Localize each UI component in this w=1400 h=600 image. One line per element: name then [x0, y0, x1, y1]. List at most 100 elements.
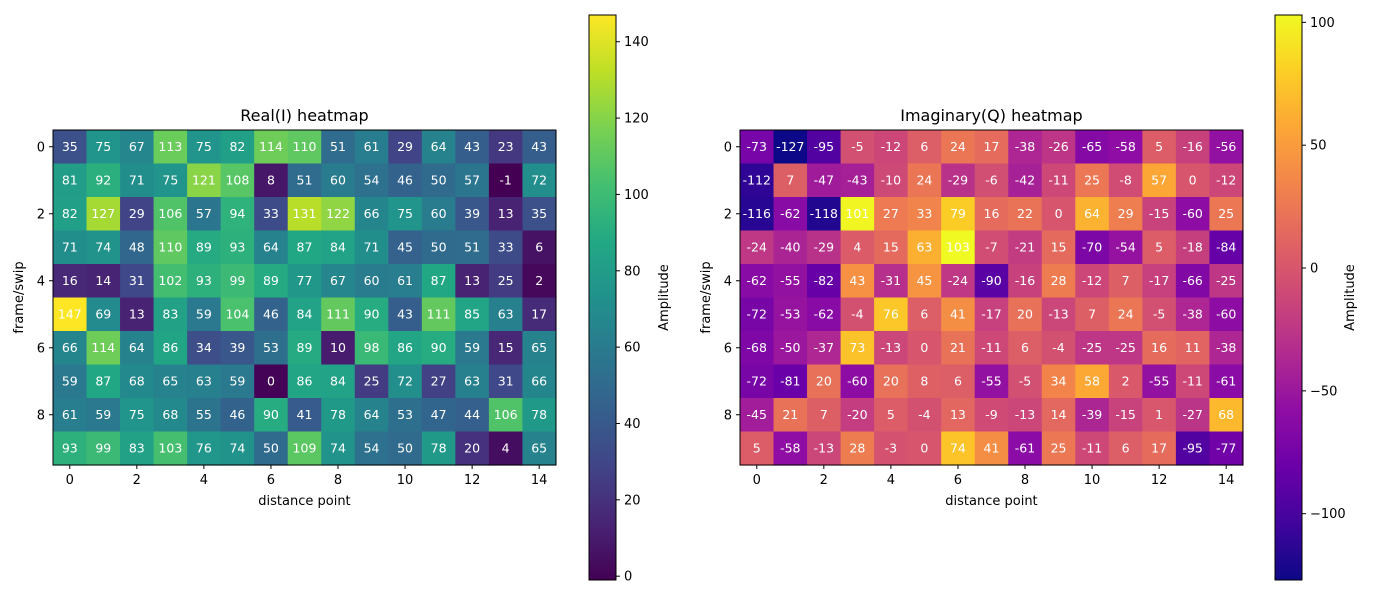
cell-value-label: 67 [129, 139, 145, 154]
cell-value-label: 31 [129, 273, 145, 288]
heatmap-cell [807, 230, 842, 265]
cell-value-label: 82 [229, 139, 245, 154]
heatmap-cell [187, 331, 222, 366]
cell-value-label: 84 [330, 240, 346, 255]
cell-value-label: 73 [849, 340, 865, 355]
cell-value-label: 23 [498, 139, 514, 154]
heatmap-cell [354, 197, 389, 232]
cell-value-label: -24 [948, 273, 968, 288]
x-axis: 0 2 4 6 8 10 12 14 [66, 465, 547, 488]
cell-value-label: -58 [780, 441, 800, 456]
heatmap-cell [287, 331, 322, 366]
plot-frame [52, 129, 557, 466]
heatmap-cell [974, 331, 1009, 366]
heatmap-cell [53, 398, 88, 433]
heatmap-cell [1041, 130, 1076, 165]
cell-value-label: -45 [747, 407, 767, 422]
cell-value-label: -72 [747, 374, 767, 389]
heatmap-cell [941, 431, 976, 466]
heatmap-cell [1008, 431, 1043, 466]
x-tick-label: 10 [397, 473, 414, 488]
heatmap-cell [907, 264, 942, 299]
heatmap-cell [807, 197, 842, 232]
heatmap-cell [53, 297, 88, 332]
heatmap-cell [187, 163, 222, 198]
heatmap-cell [807, 163, 842, 198]
heatmap-cell [1075, 264, 1110, 299]
cell-value-label: -8 [1119, 173, 1132, 188]
heatmap-cell [354, 297, 389, 332]
heatmap-cell [740, 197, 775, 232]
heatmap-cell [874, 297, 909, 332]
heatmap-cell [86, 230, 121, 265]
x-tick-label: 8 [1021, 473, 1029, 488]
heatmap-cell [220, 331, 255, 366]
heatmap-cell [1075, 398, 1110, 433]
heatmap-cell [455, 130, 490, 165]
chart-title: Imaginary(Q) heatmap [900, 106, 1082, 125]
cell-value-label: -13 [1048, 307, 1068, 322]
cell-value-label: 131 [293, 206, 317, 221]
heatmap-cell [874, 431, 909, 466]
heatmap-cell [1175, 264, 1211, 299]
heatmap-cell [354, 364, 389, 399]
cell-value-label: 76 [196, 441, 212, 456]
cell-value-label: 63 [464, 374, 480, 389]
cell-value-label: 7 [820, 407, 828, 422]
colorbar-tick-label: 60 [624, 341, 641, 356]
cell-value-label: -4 [1052, 340, 1065, 355]
heatmap-cell [153, 130, 188, 165]
heatmap-cell [53, 230, 88, 265]
cell-value-label: -18 [1182, 240, 1202, 255]
cell-value-label: -77 [1216, 441, 1236, 456]
heatmap-cell [354, 331, 389, 366]
cell-value-label: -1 [499, 173, 511, 188]
cell-value-label: 13 [498, 206, 514, 221]
heatmap-cell [874, 364, 909, 399]
cell-value-label: -31 [881, 273, 901, 288]
heatmap-cell [941, 331, 976, 366]
heatmap-cell [907, 331, 942, 366]
cell-value-label: 75 [95, 139, 111, 154]
cell-value-label: -61 [1015, 441, 1035, 456]
heatmap-cell [1008, 163, 1043, 198]
heatmap-cell [1142, 130, 1177, 165]
cell-value-label: 71 [62, 240, 78, 255]
heatmap-cell [488, 331, 524, 366]
cell-value-label: 34 [1051, 374, 1067, 389]
cell-value-label: 1 [1155, 407, 1163, 422]
heatmap-cell [153, 264, 188, 299]
heatmap-cell [941, 264, 976, 299]
heatmap-cell [220, 130, 255, 165]
heatmap-cell [120, 431, 155, 466]
heatmap-cell [1075, 431, 1110, 466]
cell-value-label: 8 [920, 374, 928, 389]
cell-value-label: -70 [1082, 240, 1102, 255]
heatmap-cell [1008, 331, 1043, 366]
heatmap-cell [120, 398, 155, 433]
cell-value-label: 43 [464, 139, 480, 154]
cell-value-label: 50 [431, 240, 447, 255]
cell-value-label: 68 [1218, 407, 1234, 422]
cell-value-label: -90 [981, 273, 1001, 288]
cell-value-label: 75 [397, 206, 413, 221]
heatmap-cell [388, 331, 423, 366]
heatmap-cell [287, 264, 322, 299]
cell-value-label: 25 [1051, 441, 1067, 456]
heatmap-cell [773, 163, 808, 198]
heatmap-cell [220, 230, 255, 265]
heatmap-cell [740, 297, 775, 332]
heatmap-cell [1175, 163, 1211, 198]
cell-value-label: 33 [498, 240, 514, 255]
cell-value-label: 92 [95, 173, 111, 188]
cell-value-label: 86 [297, 374, 313, 389]
heatmap-cell [287, 197, 322, 232]
heatmap-cell [522, 364, 557, 399]
cell-value-label: -112 [743, 173, 771, 188]
cell-value-label: 83 [129, 441, 145, 456]
heatmap-cell [254, 130, 289, 165]
heatmap-cell [840, 297, 875, 332]
cell-value-label: 33 [263, 206, 279, 221]
heatmap-cell [254, 431, 289, 466]
cell-value-label: 86 [162, 340, 178, 355]
